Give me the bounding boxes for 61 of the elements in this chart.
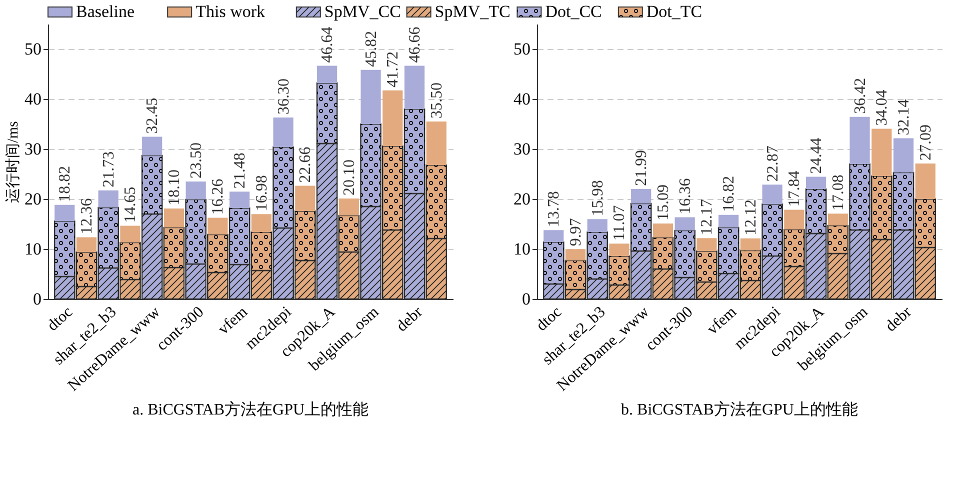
legend-label: Dot_CC (545, 2, 602, 21)
legend-label: This work (196, 2, 266, 21)
legend-label: Dot_TC (646, 2, 702, 21)
total-label: 36.30 (275, 78, 292, 114)
text: b. BiCGSTAB方法在GPU上的性能 (621, 400, 858, 418)
total-label: 15.98 (589, 180, 606, 216)
total-label: 45.82 (362, 30, 380, 67)
total-label: 12.17 (698, 199, 716, 236)
total-label: 32.45 (144, 98, 162, 134)
total-label: 15.09 (654, 184, 672, 221)
total-label: 11.07 (611, 205, 628, 241)
total-label: 23.50 (188, 142, 205, 178)
total-label: 14.65 (122, 186, 140, 223)
total-label: 22.66 (297, 146, 314, 183)
legend-label: Baseline (76, 2, 135, 21)
text: a. BiCGSTAB方法在GPU上的性能 (132, 400, 369, 418)
x-tick-label: vfem (704, 303, 740, 338)
total-label: 17.84 (786, 170, 804, 207)
x-tick-label: vfem (215, 303, 252, 338)
total-label: 36.42 (852, 78, 869, 114)
total-label: 13.78 (546, 191, 563, 228)
y-tick-label: 40 (24, 90, 42, 108)
y-tick-label: 0 (522, 290, 530, 308)
y-tick-label: 30 (514, 140, 530, 158)
total-label: 18.82 (56, 166, 74, 202)
total-label: 20.10 (340, 160, 358, 196)
total-label: 21.73 (100, 151, 118, 188)
total-label: 24.44 (808, 138, 826, 174)
total-label: 34.04 (874, 90, 891, 126)
y-tick-label: 20 (514, 190, 530, 208)
total-label: 22.87 (764, 146, 782, 182)
total-label: 46.66 (406, 26, 424, 63)
total-label: 9.97 (567, 218, 584, 246)
y-tick-label: 30 (24, 140, 42, 158)
y-axis-title: 运行时间/ms (4, 121, 22, 203)
total-label: 21.48 (232, 152, 249, 189)
legend-label: SpMV_TC (434, 2, 510, 21)
total-label: 27.09 (917, 124, 934, 161)
y-tick-label: 20 (24, 190, 42, 208)
legend-label: SpMV_CC (324, 2, 401, 21)
total-label: 17.08 (830, 174, 847, 211)
total-label: 12.12 (742, 199, 760, 236)
y-tick-label: 10 (514, 240, 530, 258)
y-tick-label: 0 (33, 290, 42, 308)
total-label: 16.26 (210, 178, 227, 215)
total-label: 16.82 (720, 176, 738, 212)
y-tick-label: 40 (514, 90, 530, 108)
y-tick-label: 10 (24, 240, 42, 258)
total-label: 32.14 (896, 99, 913, 136)
total-label: 18.10 (166, 170, 183, 206)
total-label: 35.50 (428, 82, 446, 118)
x-tick-label: debr (393, 303, 426, 336)
total-label: 46.64 (319, 26, 336, 63)
x-tick-label: debr (882, 303, 916, 336)
total-label: 21.99 (633, 150, 650, 186)
total-label: 16.98 (253, 175, 270, 212)
y-tick-label: 50 (24, 40, 42, 58)
total-label: 12.36 (78, 198, 96, 234)
y-tick-label: 50 (514, 40, 530, 58)
total-label: 41.72 (384, 51, 402, 88)
total-label: 16.36 (676, 178, 694, 214)
